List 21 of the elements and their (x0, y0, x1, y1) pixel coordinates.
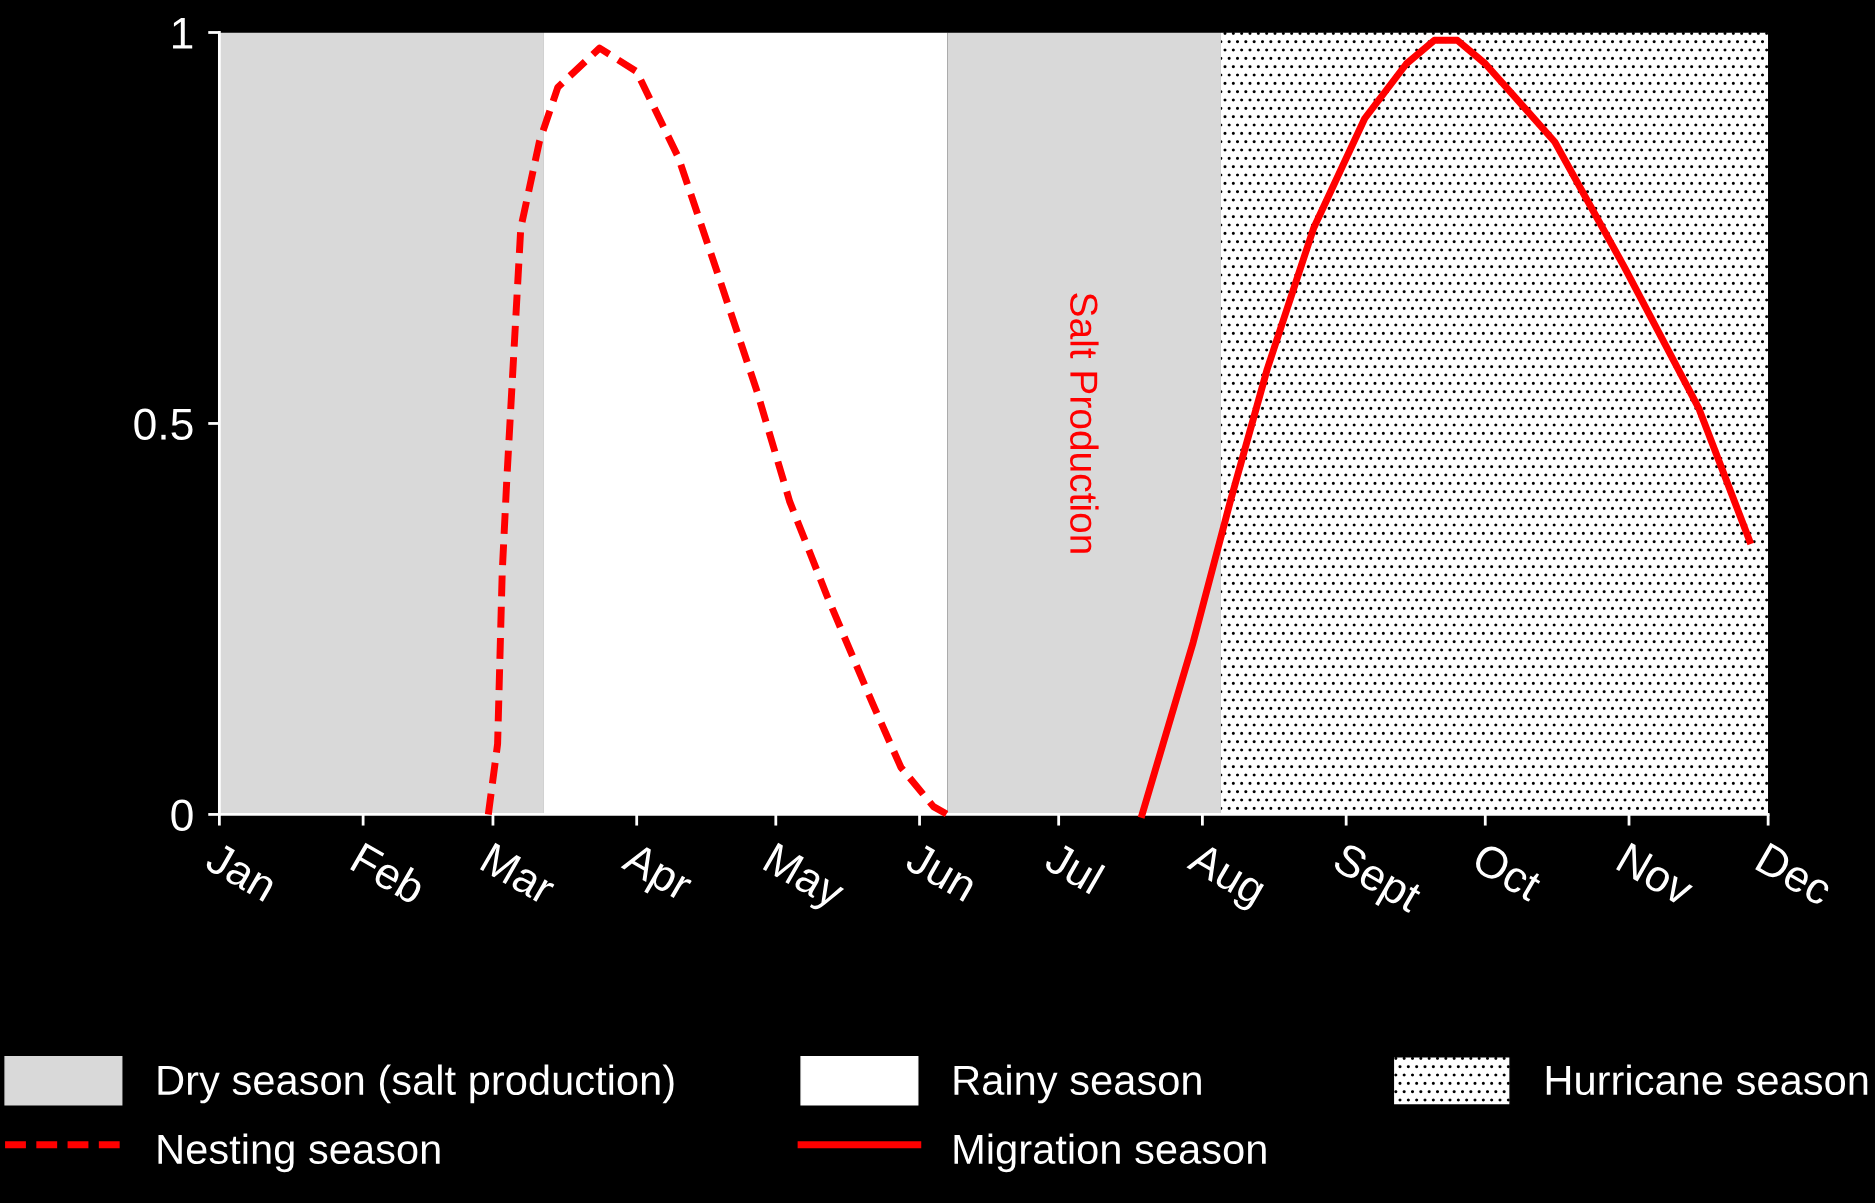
x-tick-label: Feb (349, 841, 428, 906)
y-tick-label: 1 (173, 18, 193, 49)
y-tick-label: 0 (171, 799, 193, 831)
x-tick-label: Oct (1470, 841, 1545, 903)
annotation: Salt Production (1070, 293, 1099, 553)
x-tick-label: Sept (1327, 841, 1425, 921)
x-tick-label: Aug (1181, 840, 1268, 914)
legend-label: Nesting season (158, 1133, 440, 1173)
legend-label: Rainy season (954, 1064, 1201, 1104)
x-tick-label: May (758, 842, 848, 918)
legend-label: Dry season (salt production) (158, 1064, 674, 1104)
x-tick-label: Dec (1754, 842, 1835, 907)
x-tick-label: Jun (903, 841, 979, 903)
x-tick-label: Apr (616, 840, 696, 910)
x-tick-label: Jul (1042, 839, 1106, 895)
x-tick-label: Nov (1615, 842, 1697, 908)
y-tick-label: 0.5 (134, 408, 193, 440)
x-tick-label: Jan (203, 841, 279, 903)
legend-label: Hurricane season (1546, 1064, 1868, 1096)
legend-label: Migration season (954, 1133, 1266, 1173)
x-tick-label: Mar (479, 842, 558, 906)
